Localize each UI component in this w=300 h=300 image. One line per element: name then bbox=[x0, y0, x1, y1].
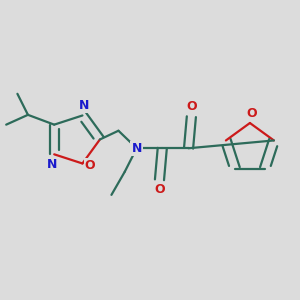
Text: O: O bbox=[154, 183, 165, 196]
Text: O: O bbox=[246, 107, 257, 120]
Text: O: O bbox=[85, 159, 95, 172]
Text: N: N bbox=[131, 142, 142, 155]
Text: N: N bbox=[47, 158, 58, 171]
Text: O: O bbox=[186, 100, 197, 113]
Text: N: N bbox=[79, 99, 89, 112]
